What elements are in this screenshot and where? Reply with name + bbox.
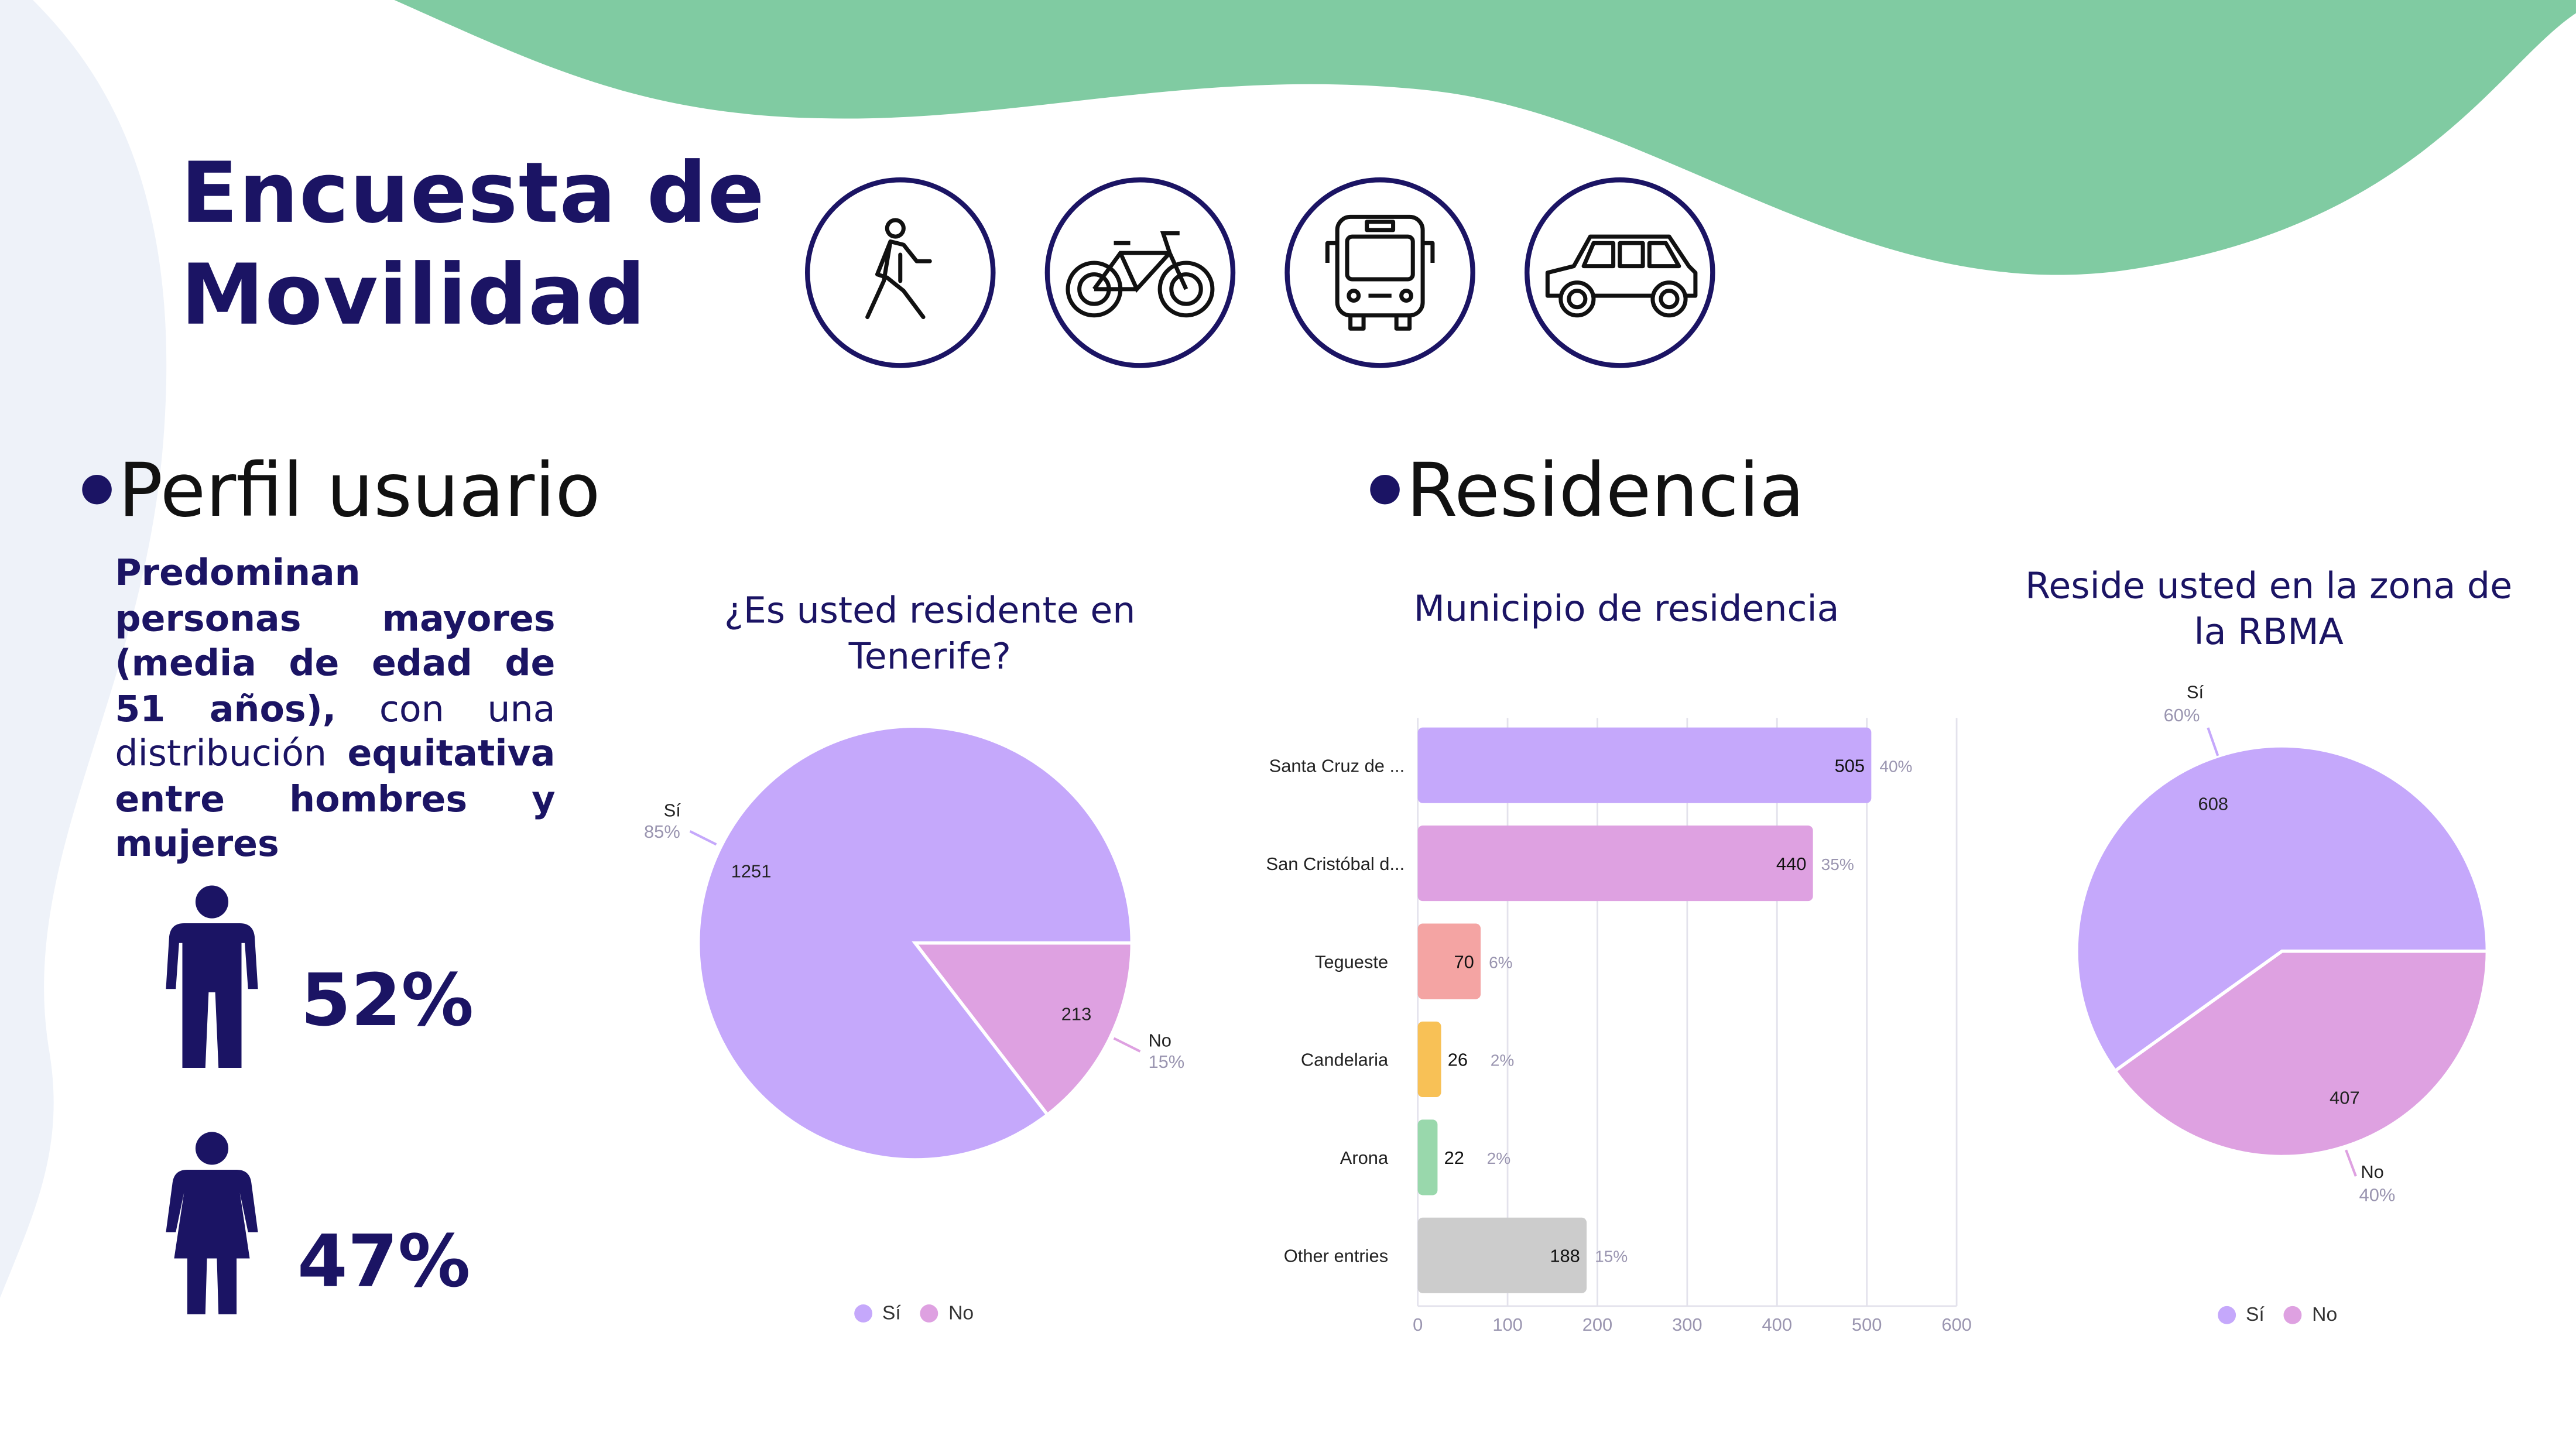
bar [1417,727,1872,803]
x-tick-label: 200 [1582,1314,1612,1335]
category-label: Santa Cruz de ... [1269,755,1405,776]
percent-label: 6% [1489,953,1513,971]
category-label: Candelaria [1301,1050,1389,1070]
legend-label-si: Sí [2245,1303,2265,1326]
x-tick-label: 500 [1852,1314,1882,1335]
pie2-chart [2075,727,2489,1177]
value-label: 70 [1454,951,1474,972]
bar [1417,825,1813,902]
value-label: 22 [1444,1147,1464,1168]
bar [1417,1217,1587,1293]
page-title: Encuesta de Movilidad [181,145,765,348]
category-label: San Cristóbal d... [1266,854,1405,874]
pie1-title: ¿Es usted residente en Tenerife? [724,591,1136,679]
green-wave [394,0,2576,275]
perfil-description: Predominan personas mayores (media de ed… [115,552,555,868]
x-tick-label: 100 [1492,1314,1523,1335]
female-icon [166,1132,258,1314]
pie-slice-0 [2075,744,2489,1074]
category-label: Other entries [1284,1246,1388,1266]
legend-label-si: Sí [882,1301,901,1324]
value-label: 26 [1448,1050,1468,1070]
perfil-heading-text: Perfil usuario [118,447,601,534]
pie1-value-no: 213 [1061,1005,1092,1026]
leader-line [689,830,717,846]
leader-line [1113,1037,1141,1053]
bar [1417,1021,1441,1098]
pie1-label-no: No [1148,1032,1171,1051]
x-tick-label: 0 [1413,1314,1423,1335]
legend-swatch-si [854,1303,873,1322]
male-icon [166,885,258,1068]
pie2-label-si: Sí [2186,683,2204,704]
female-percentage: 47% [297,1220,471,1305]
leader-line [2207,727,2219,756]
value-label: 188 [1550,1246,1580,1266]
title-line-1: Encuesta de [180,146,766,244]
pie1-value-si: 1251 [731,862,772,882]
value-label: 440 [1776,854,1807,874]
residencia-heading: Residencia [1370,447,1805,534]
percent-label: 35% [1821,855,1854,873]
percent-label: 2% [1487,1149,1511,1167]
legend-swatch-no [920,1303,939,1322]
pie2-title: Reside usted en la zona de la RBMA [2025,567,2513,654]
value-label: 505 [1835,755,1865,776]
pie1-label-si: Sí [663,801,681,822]
bar-chart-title: Municipio de residencia [1413,590,1839,631]
legend-swatch-no [2284,1305,2303,1324]
perfil-heading: Perfil usuario [82,447,601,534]
pie2-legend: Sí No [2218,1303,2338,1326]
category-label: Arona [1340,1147,1389,1168]
bullet-icon [1370,474,1400,505]
residencia-heading-text: Residencia [1406,447,1805,534]
pie1-legend: Sí No [854,1301,974,1324]
pie2-label-no: No [2361,1163,2384,1183]
car-icon [1525,177,1715,368]
pie-slice-1 [2112,949,2489,1159]
pie1-pct-si: 85% [643,823,680,843]
pie2-pct-si: 60% [2163,706,2200,727]
side-blob [0,0,167,1298]
legend-label-no: No [2312,1303,2338,1326]
perfil-text-bold-1: Predominan personas mayores (media de ed… [115,553,556,731]
pie-slice-0 [696,724,1134,1162]
bus-icon [1284,177,1475,368]
percent-label: 2% [1491,1051,1515,1070]
male-percentage: 52% [300,959,474,1043]
x-tick-label: 600 [1941,1314,1972,1335]
category-label: Tegueste [1315,951,1388,972]
bullet-icon [82,474,112,505]
x-tick-label: 400 [1762,1314,1793,1335]
perfil-text-bold-2: equitativa entre hombres y mujeres [115,734,556,866]
title-line-2: Movilidad [180,248,646,345]
leader-line [2345,1149,2357,1177]
bicycle-icon [1044,177,1236,368]
pie2-pct-no: 40% [2359,1186,2396,1206]
pie2-value-no: 407 [2330,1089,2360,1109]
pie2-value-si: 608 [2198,795,2229,815]
legend-label-no: No [948,1301,974,1324]
legend-swatch-si [2218,1305,2236,1324]
perfil-text-normal: con una distribución [115,689,556,776]
pie1-pct-no: 15% [1148,1053,1185,1073]
pie1-chart [689,724,1141,1162]
pedestrian-icon [804,177,996,368]
x-tick-label: 300 [1672,1314,1703,1335]
percent-label: 40% [1879,757,1912,775]
pie-slice-1 [912,941,1134,1118]
bar-chart: 0 100 200 300 400 500 600 Santa Cruz de ... 505 4… [1266,718,1972,1335]
percent-label: 15% [1595,1248,1628,1266]
bar [1417,923,1481,999]
bar [1417,1119,1438,1195]
